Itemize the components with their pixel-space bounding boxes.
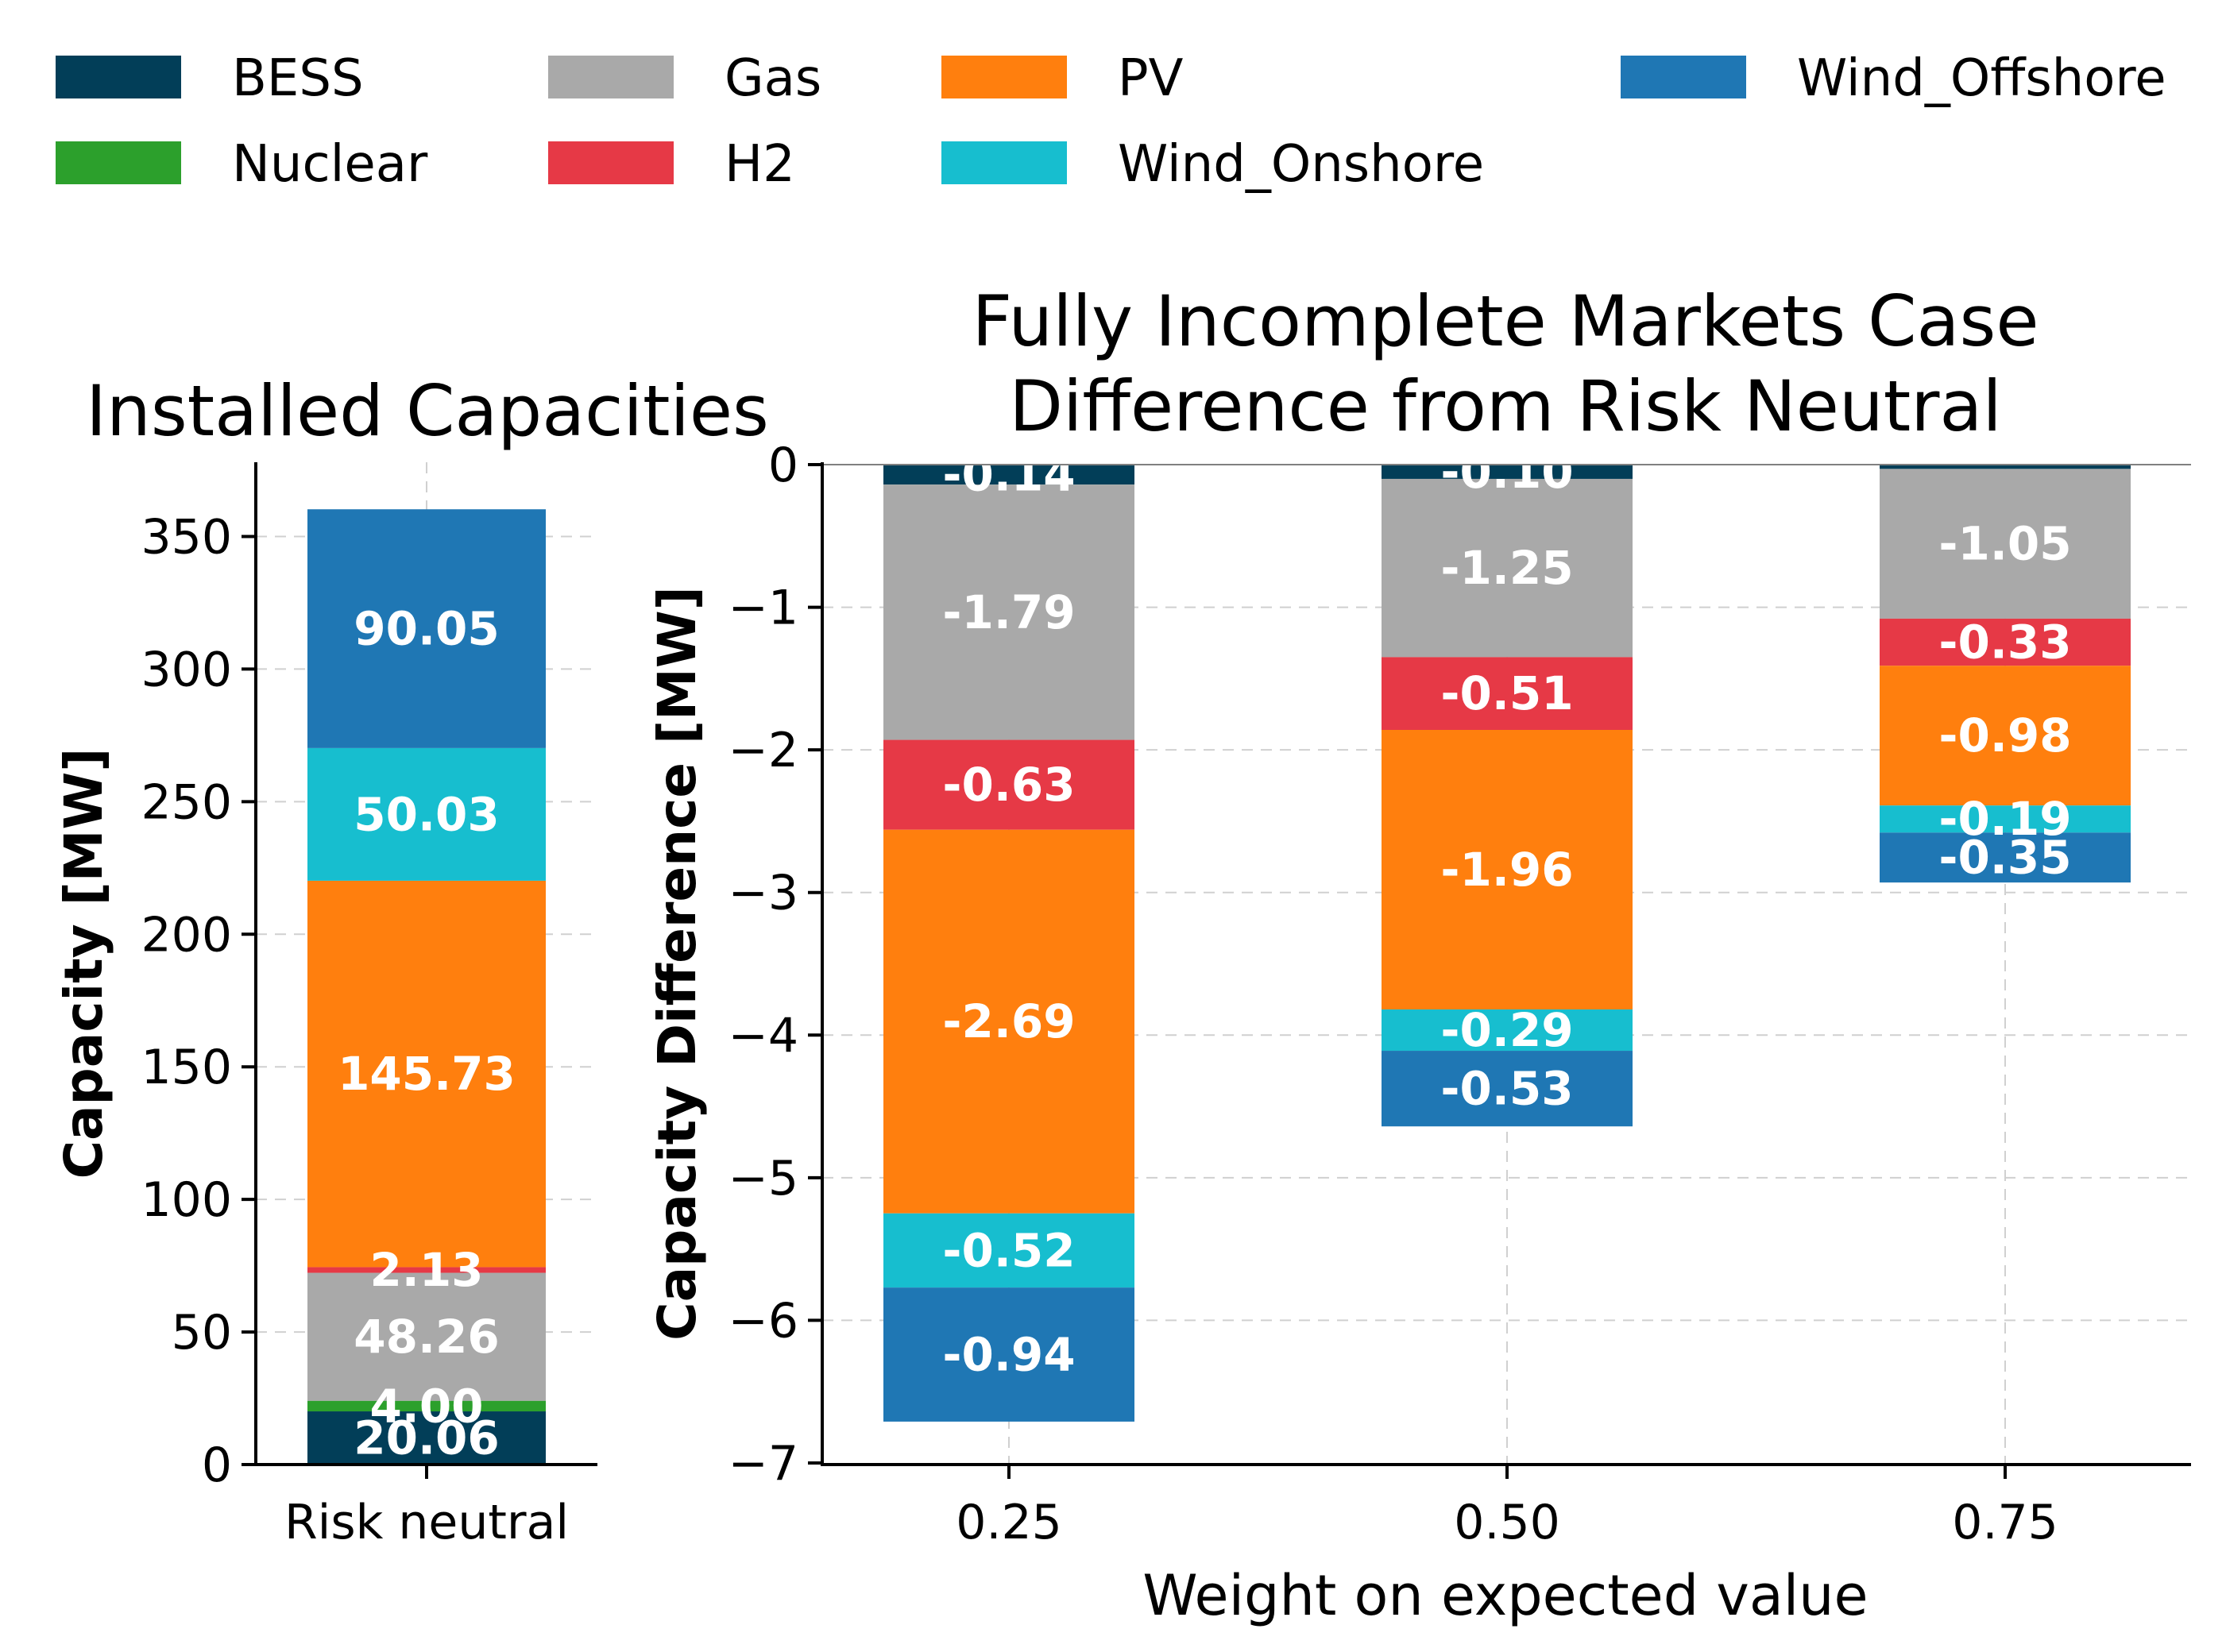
left-y-tick-label: 300 [141, 642, 232, 697]
right-y-tick-label: −6 [728, 1293, 798, 1349]
bar-label-wind-offshore: 90.05 [354, 602, 499, 656]
bar-label-gas: -1.79 [942, 585, 1075, 639]
bar-segment-wind-onshore [307, 747, 546, 881]
bar-label-h2: 2.13 [369, 1243, 483, 1297]
bar-segment-nuclear [307, 1400, 546, 1412]
bar-label-pv: 145.73 [338, 1047, 516, 1101]
bar-label-h2: -0.33 [1938, 616, 2071, 670]
bar-label-h2: -0.63 [942, 758, 1075, 812]
bar-segment-wind-onshore [1880, 805, 2131, 833]
legend-label-wind-onshore: Wind_Onshore [1118, 135, 1484, 194]
right-x-tick-label: 0.75 [1952, 1495, 2058, 1550]
legend-swatch-bess [56, 56, 181, 98]
left-y-tick-label: 50 [172, 1305, 232, 1361]
left-y-tick-label: 200 [141, 907, 232, 963]
bar-label-h2: -0.51 [1440, 666, 1573, 720]
bar-segment-pv [307, 880, 546, 1268]
left-y-tick-label: 150 [141, 1040, 232, 1095]
bar-segment-pv [1880, 666, 2131, 806]
right-x-label: Weight on expected value [1142, 1563, 1868, 1628]
right-y-label: Capacity Difference [MW] [647, 586, 708, 1341]
left-x-tick-label: Risk neutral [284, 1495, 569, 1550]
left-bars: 20.064.00 48.26 2.13 145.73 50.03 90.05 [307, 509, 546, 1465]
left-chart-title: Installed Capacities [86, 370, 769, 452]
bar-segment-wind-onshore [883, 1213, 1134, 1288]
bar-segment-wind-offshore [883, 1287, 1134, 1422]
legend-label-wind-offshore: Wind_Offshore [1797, 49, 2166, 108]
right-x-ticks: 0.25 0.50 0.75 [956, 1465, 2058, 1550]
bar-segment-gas [1382, 478, 1633, 658]
bar-segment-bess [307, 1411, 546, 1465]
bar-segment-h2 [307, 1267, 546, 1273]
legend-swatch-h2 [548, 141, 674, 184]
bar-segment-gas [307, 1272, 546, 1401]
legend-label-pv: PV [1118, 49, 1184, 108]
installed-capacities-chart: Installed Capacities 20.064.00 48.26 2.13 1… [53, 370, 769, 1550]
legend-label-bess: BESS [232, 49, 364, 108]
legend-swatch-wind-offshore [1621, 56, 1746, 98]
right-y-tick-label: −7 [728, 1436, 798, 1492]
bar-label-wind-onshore: -0.52 [942, 1223, 1075, 1277]
legend-swatch-wind-onshore [941, 141, 1067, 184]
bar-label-gas: -1.05 [1938, 517, 2071, 571]
bar-label-wind-onshore: 50.03 [354, 787, 499, 841]
bar-label-wind-offshore: -0.53 [1440, 1062, 1573, 1116]
right-x-tick-label: 0.25 [956, 1495, 1062, 1550]
right-y-tick-label: −2 [728, 723, 798, 778]
right-y-tick-label: −1 [728, 581, 798, 636]
left-y-label: Capacity [MW] [53, 748, 114, 1179]
right-y-tick-label: 0 [768, 438, 798, 493]
legend-label-h2: H2 [725, 135, 795, 194]
bar-segment-pv [1382, 730, 1633, 1009]
legend-swatch-gas [548, 56, 674, 98]
bar-segment-h2 [883, 739, 1134, 830]
left-y-ticks: 0 50 100 150 200 250 300 350 [141, 509, 256, 1493]
bar-label-wind-onshore: -0.19 [1938, 792, 2071, 846]
bar-segment-bess [1382, 465, 1633, 479]
right-chart-title-line-1: Fully Incomplete Markets Case [972, 280, 2039, 362]
bar-label-bess: 20.06 [354, 1411, 499, 1465]
right-y-tick-label: −5 [728, 1151, 798, 1206]
bar-segment-h2 [1382, 657, 1633, 731]
legend-label-nuclear: Nuclear [232, 135, 428, 194]
bar-label-wind-offshore: -0.35 [1938, 831, 2071, 885]
bar-segment-wind-offshore [1880, 832, 2131, 883]
left-y-tick-label: 0 [202, 1438, 232, 1493]
bar-segment-wind-onshore [1382, 1009, 1633, 1052]
bar-segment-bess [1880, 465, 2131, 469]
right-y-tick-label: −4 [728, 1008, 798, 1063]
bar-segment-wind-offshore [1382, 1051, 1633, 1127]
bar-segment-bess [883, 465, 1134, 485]
legend: BESS Gas PV Wind_Offshore Nuclear H2 Wind_Onsh… [56, 49, 2166, 194]
bar-label-gas: 48.26 [354, 1310, 499, 1364]
left-x-ticks: Risk neutral [284, 1465, 569, 1550]
bar-label-wind-onshore: -0.29 [1440, 1003, 1573, 1057]
bar-label-wind-offshore: -0.94 [942, 1328, 1075, 1382]
bar-segment-h2 [1880, 618, 2131, 666]
bar-segment-gas [1880, 469, 2131, 619]
left-y-tick-label: 350 [141, 509, 232, 565]
bar-label-bess: -0.14 [942, 448, 1075, 502]
left-y-tick-label: 100 [141, 1172, 232, 1228]
right-bars: -0.14 -1.79 -0.63 -2.69 -0.52 -0.94 -0.10 -1.25… [883, 445, 2131, 1422]
legend-swatch-pv [941, 56, 1067, 98]
bar-label-gas: -1.25 [1440, 541, 1573, 595]
difference-chart: Fully Incomplete Markets Case Difference… [647, 280, 2191, 1628]
left-y-tick-label: 250 [141, 774, 232, 830]
right-x-tick-label: 0.50 [1454, 1495, 1560, 1550]
legend-swatch-nuclear [56, 141, 181, 184]
right-y-tick-label: −3 [728, 866, 798, 921]
bar-label-pv: -2.69 [942, 994, 1075, 1048]
bar-segment-pv [883, 829, 1134, 1214]
bar-segment-gas [883, 484, 1134, 740]
legend-label-gas: Gas [725, 49, 821, 108]
bar-label-pv: -0.98 [1938, 708, 2071, 762]
right-chart-title-line-2: Difference from Risk Neutral [1009, 365, 2002, 447]
bar-label-pv: -1.96 [1440, 843, 1573, 897]
bar-label-bess: -0.10 [1440, 445, 1573, 499]
right-y-ticks: 0 −1 −2 −3 −4 −5 −6 −7 [728, 438, 822, 1492]
bar-label-nuclear: 4.00 [369, 1379, 483, 1433]
bar-segment-wind-offshore [307, 509, 546, 748]
